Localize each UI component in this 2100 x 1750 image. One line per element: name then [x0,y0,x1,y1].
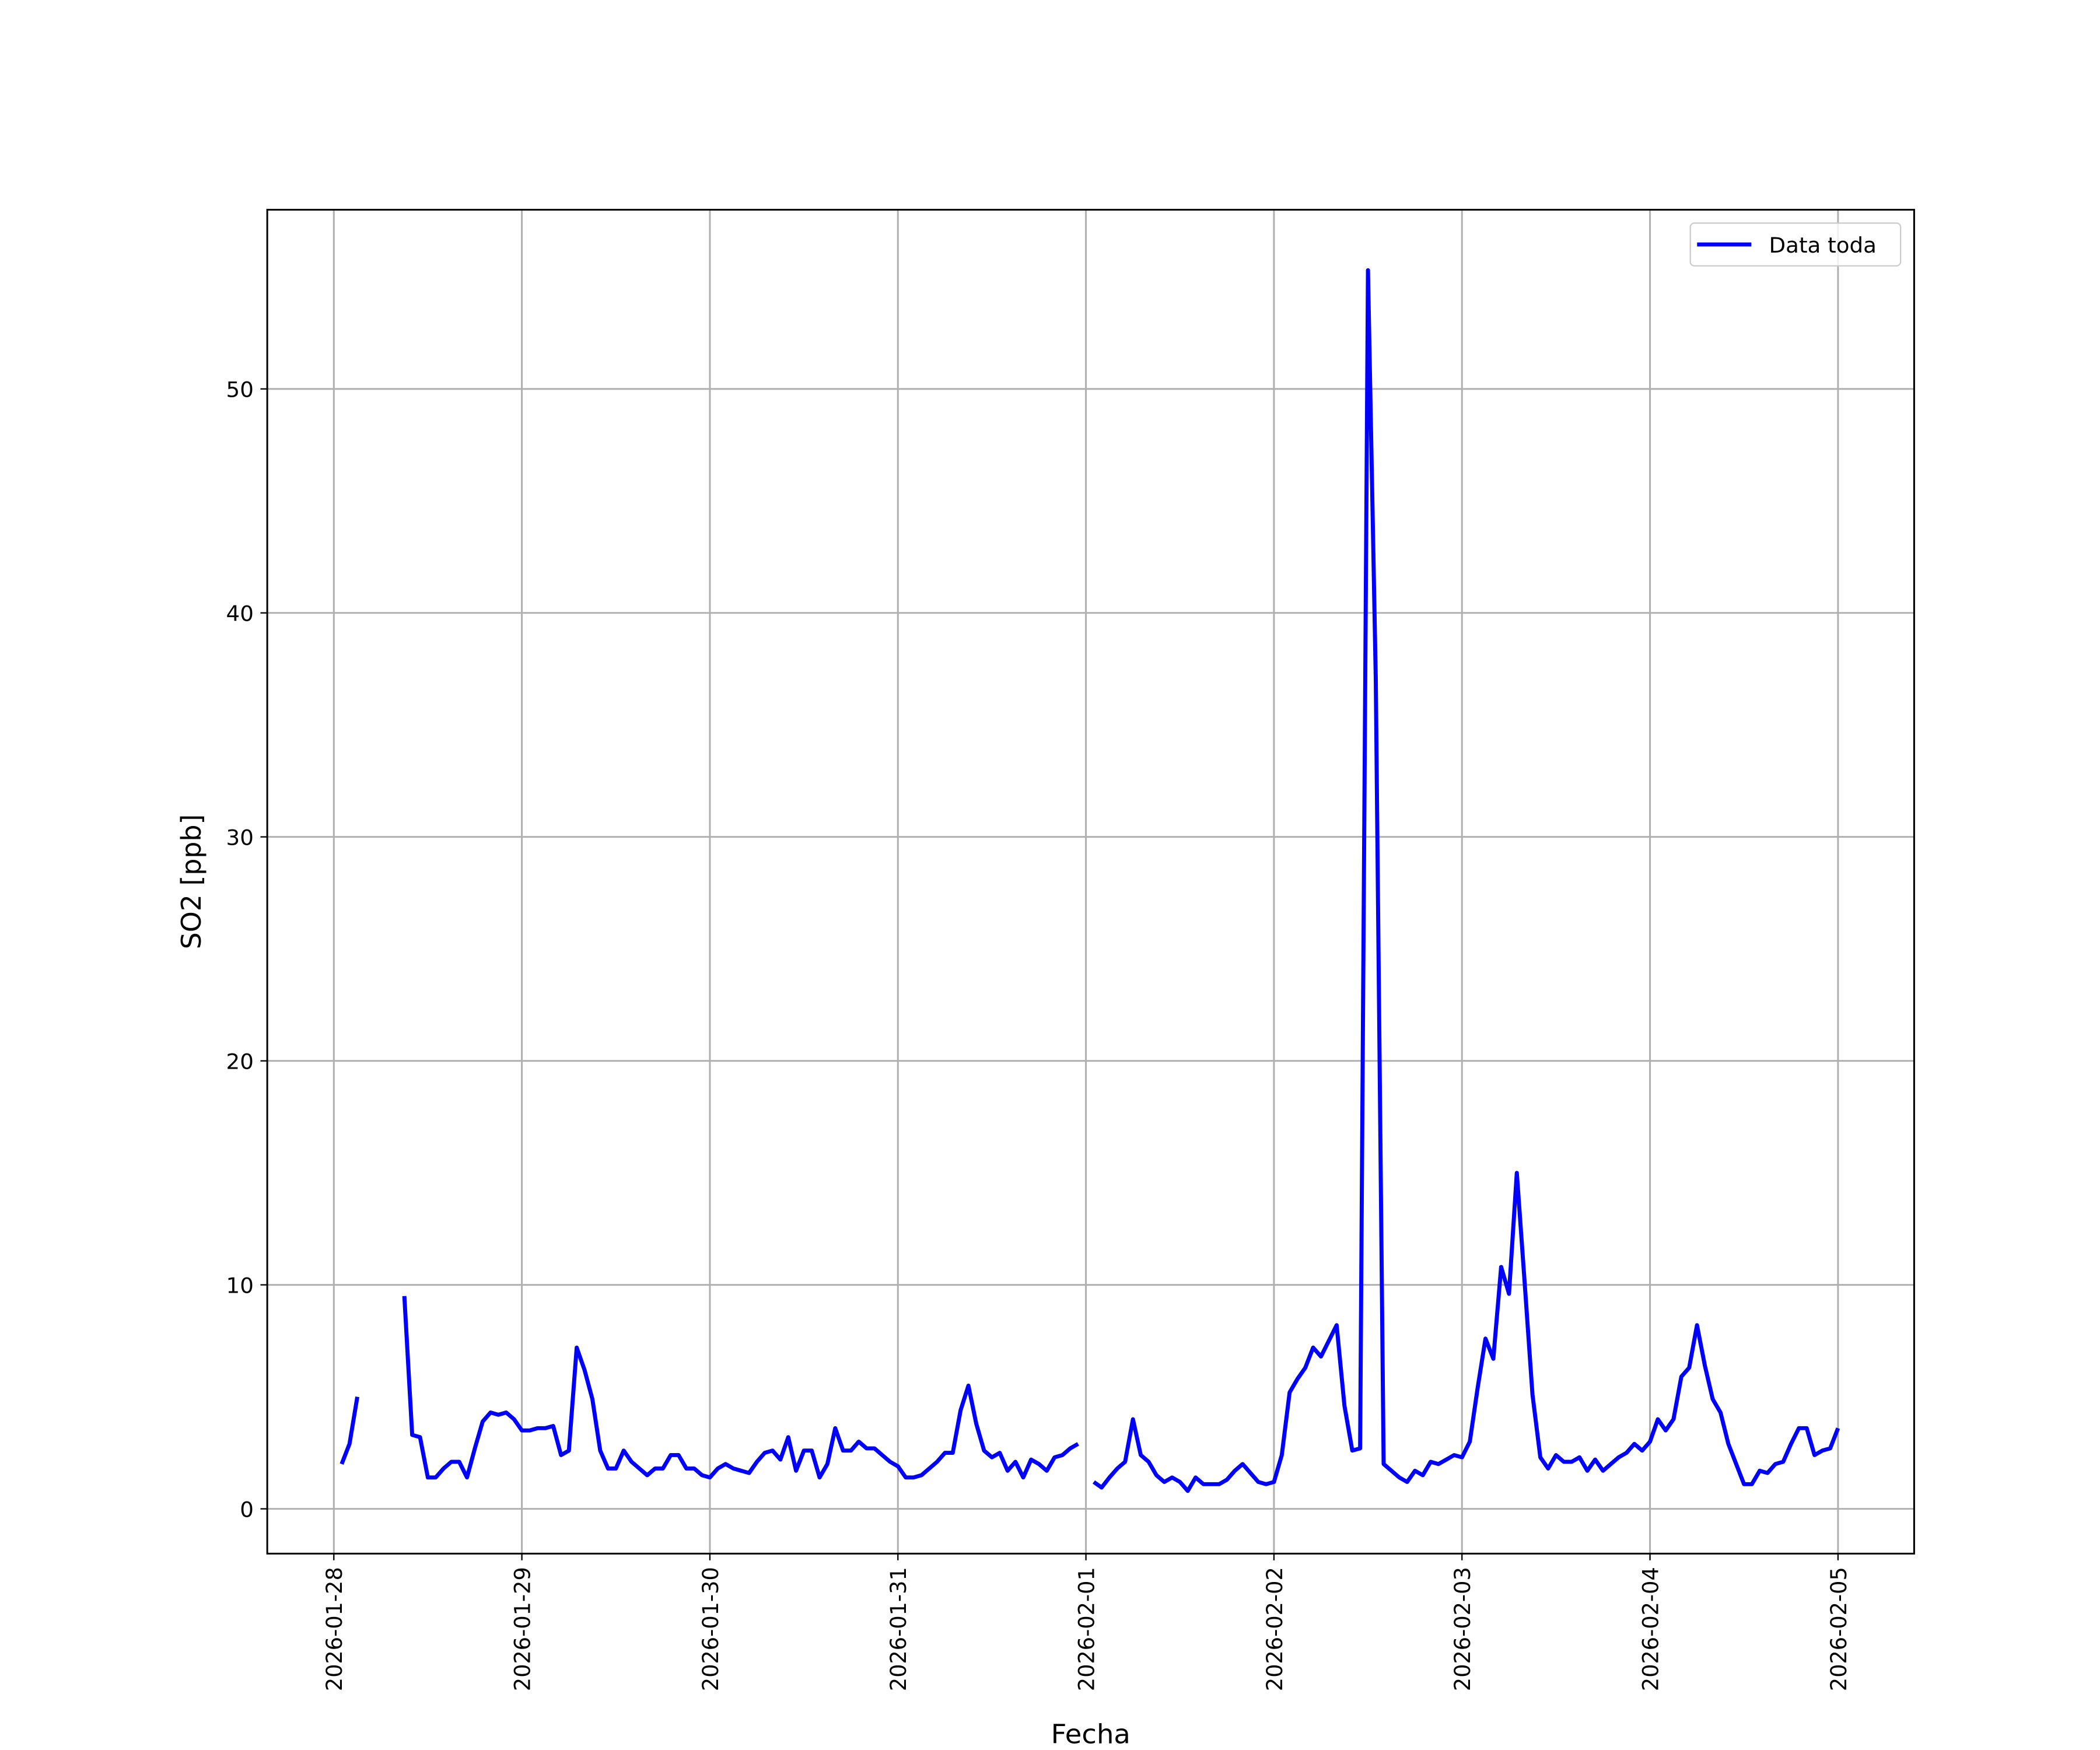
x-tick-label: 2026-02-01 [1074,1567,1099,1691]
plot-frame [266,209,1915,1555]
legend-label: Data toda [1769,233,1877,258]
legend: Data toda [1689,222,1902,267]
x-tick-label: 2026-01-30 [698,1567,723,1691]
y-tick-label: 10 [226,1273,254,1298]
x-tick-label: 2026-01-28 [322,1567,347,1691]
x-tick-label: 2026-01-31 [886,1567,911,1691]
y-axis-label: SO2 [ppb] [176,814,207,950]
legend-frame [1689,222,1902,267]
y-tick-label: 30 [226,825,254,850]
y-tick-label: 20 [226,1049,254,1074]
y-tick-label: 50 [226,377,254,402]
x-tick-label: 2026-02-02 [1262,1567,1287,1691]
y-tick-label: 40 [226,601,254,626]
x-axis-label: Fecha [1051,1718,1130,1750]
x-tick-label: 2026-01-29 [510,1567,535,1691]
y-tick-label: 0 [240,1497,254,1522]
x-tick-label: 2026-02-03 [1450,1567,1475,1691]
x-tick-label: 2026-02-05 [1826,1567,1852,1691]
x-tick-label: 2026-02-04 [1638,1567,1663,1691]
data-line [340,268,1840,1493]
